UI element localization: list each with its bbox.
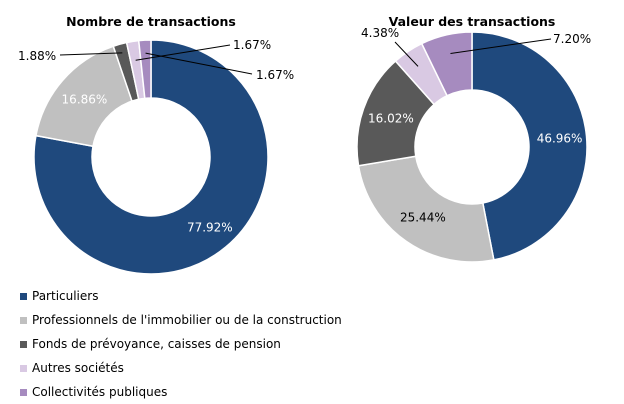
legend-label: Autres sociétés [32,361,124,375]
donut-chart-valeur: Valeur des transactions 46.96% 25.44% 16.0… [356,14,591,263]
legend-swatch [20,340,27,348]
legend-label: Fonds de prévoyance, caisses de pension [32,337,281,351]
leader-line-autres-societes [135,44,231,61]
slice-particuliers [33,39,269,275]
data-label-collectivites: 7.20% [553,32,591,46]
legend-item-autres-societes: Autres sociétés [20,356,342,380]
data-label-professionnels: 25.44% [400,211,446,225]
data-label-autres-societes: 4.38% [361,26,399,40]
data-label-fonds: 16.02% [368,111,414,125]
data-label-fonds: 1.88% [18,49,56,63]
data-label-autres-societes: 1.67% [233,38,271,52]
legend-swatch [20,316,27,324]
leader-line-autres-societes [394,41,419,67]
legend-item-professionnels: Professionnels de l'immobilier ou de la … [20,308,342,332]
legend-item-fonds: Fonds de prévoyance, caisses de pension [20,332,342,356]
data-label-particuliers: 77.92% [187,221,233,235]
slice-collectivites [420,31,473,97]
legend-swatch [20,292,27,300]
data-label-professionnels: 16.86% [62,92,108,106]
legend-swatch [20,388,27,396]
donut-chart-nombre: Nombre de transactions 77.92% 16.86% 1.88%… [18,14,294,275]
legend-label: Professionnels de l'immobilier ou de la … [32,313,342,327]
legend-item-collectivites: Collectivités publiques [20,380,342,404]
leader-line-collectivites [145,52,253,75]
data-label-particuliers: 46.96% [537,132,583,146]
legend-label: Collectivités publiques [32,385,168,399]
data-label-collectivites: 1.67% [256,68,294,82]
slice-particuliers [471,31,588,261]
leader-line-fonds [59,52,123,56]
leader-line-collectivites [450,38,552,54]
chart-title-valeur: Valeur des transactions [389,14,556,29]
slice-professionnels [357,155,495,263]
legend-item-particuliers: Particuliers [20,284,342,308]
legend-swatch [20,364,27,372]
legend-label: Particuliers [32,289,99,303]
chart-legend: Particuliers Professionnels de l'immobil… [20,284,342,404]
chart-title-nombre: Nombre de transactions [66,14,236,29]
slice-collectivites [137,39,152,100]
